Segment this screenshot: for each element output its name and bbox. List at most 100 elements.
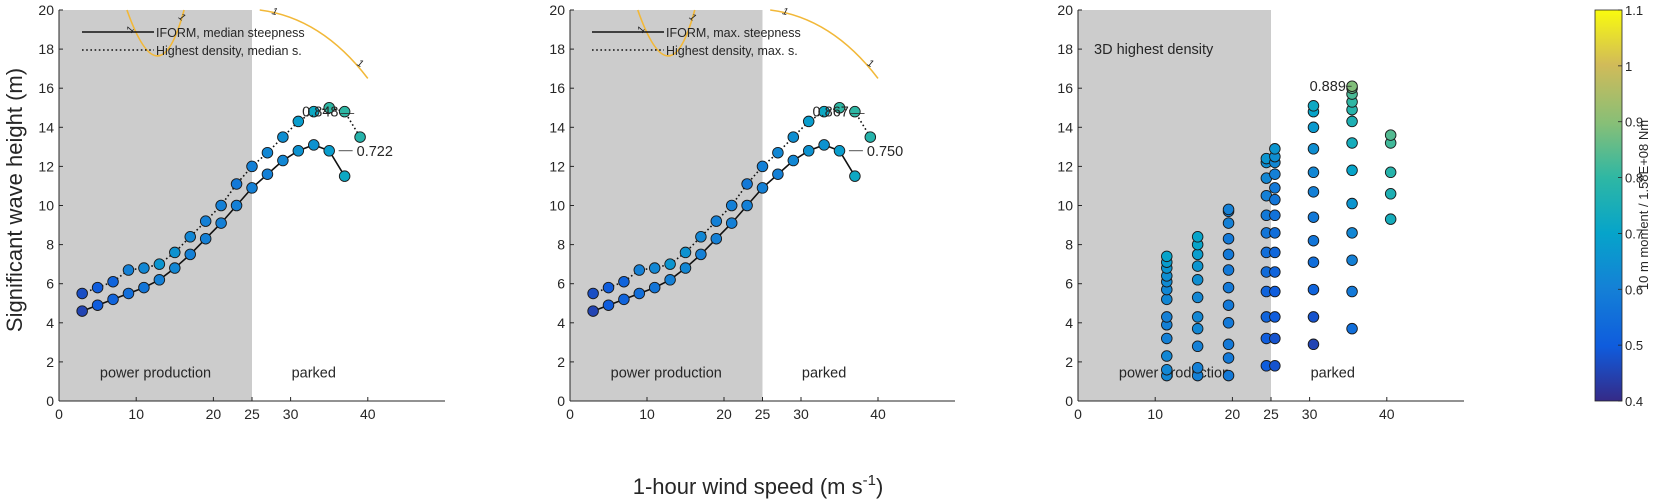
colorbar-ticks: 0.4 0.5 0.6 0.7 0.8 0.9 1 1.1 bbox=[1618, 3, 1643, 409]
series-1-point bbox=[818, 139, 830, 151]
x-tick-label: 25 bbox=[244, 406, 260, 422]
x-axis-label: 1-hour wind speed (m s-1) bbox=[633, 472, 884, 499]
x-tick-label: 40 bbox=[1379, 406, 1395, 422]
y-tick-label: 18 bbox=[549, 41, 565, 57]
x-tick-label: 10 bbox=[1147, 406, 1163, 422]
contour-label: 1 bbox=[355, 58, 365, 70]
column-7-point bbox=[1346, 115, 1358, 128]
region-label-power: power production bbox=[100, 366, 211, 382]
series-2-point bbox=[230, 178, 243, 190]
series-2-point bbox=[277, 131, 289, 143]
contour-label: 1 bbox=[125, 25, 137, 35]
panel-2: 0 2 4 6 8 10 12 14 16 18 20 0 10 20 25 30 40 power produc… bbox=[549, 2, 955, 422]
series-1-point bbox=[849, 170, 861, 182]
series-2-point bbox=[833, 101, 846, 114]
colorbar-gradient bbox=[1594, 9, 1623, 402]
series-1-point bbox=[633, 287, 646, 300]
panel-title: 3D highest density bbox=[1094, 42, 1214, 58]
series-2-point bbox=[122, 264, 135, 276]
series-2-point bbox=[138, 262, 150, 274]
legend-entry: IFORM, max. steepness bbox=[666, 26, 801, 40]
y-tick-label: 2 bbox=[557, 354, 565, 370]
series-1-point bbox=[725, 217, 738, 229]
x-axis-label-end: ) bbox=[876, 474, 883, 499]
series-2-point bbox=[153, 258, 166, 270]
column-2-point bbox=[1191, 274, 1204, 286]
column-5-point bbox=[1269, 266, 1281, 278]
series-2-point bbox=[323, 101, 335, 114]
series-1-point bbox=[277, 154, 289, 167]
y-tick-label: 12 bbox=[549, 158, 565, 174]
series-2-point bbox=[354, 131, 366, 143]
series-1-point bbox=[787, 154, 800, 167]
series-2-point bbox=[648, 262, 661, 274]
region-label-power: power production bbox=[611, 366, 722, 382]
y-tick-label: 4 bbox=[46, 315, 54, 331]
y-tick-label: 10 bbox=[38, 198, 54, 214]
contour-line bbox=[259, 9, 369, 79]
column-7-point bbox=[1346, 164, 1358, 177]
x-tick-label: 20 bbox=[206, 406, 222, 422]
contour-label: 1 bbox=[687, 12, 698, 24]
column-6-point bbox=[1307, 234, 1320, 247]
y-tick-label: 18 bbox=[1057, 41, 1073, 57]
column-6-point bbox=[1307, 311, 1320, 323]
y-tick-label: 16 bbox=[549, 80, 565, 96]
column-2-point bbox=[1191, 260, 1204, 272]
x-tick-label: 0 bbox=[566, 406, 574, 422]
column-2-point bbox=[1191, 362, 1204, 374]
column-1-point bbox=[1161, 332, 1173, 345]
x-tick-label: 0 bbox=[1074, 406, 1082, 422]
column-2-point bbox=[1191, 291, 1204, 304]
annotation-value: 0.722 bbox=[357, 144, 393, 160]
series-2-point bbox=[664, 258, 676, 270]
x-tick-label: 10 bbox=[639, 406, 655, 422]
x-tick-label: 20 bbox=[1225, 406, 1241, 422]
y-tick-label: 4 bbox=[557, 315, 565, 331]
series-1-point bbox=[246, 182, 258, 194]
series-1-point bbox=[664, 274, 676, 286]
column-2-point bbox=[1191, 311, 1204, 323]
series-2-point bbox=[261, 146, 274, 159]
series-2-point bbox=[633, 264, 646, 276]
colorbar-tick-label: 0.6 bbox=[1625, 282, 1643, 297]
region-label-power: power production bbox=[1119, 366, 1230, 382]
y-axis-label: Significant wave height (m) bbox=[2, 68, 27, 332]
contour-line bbox=[770, 9, 879, 79]
series-2-point bbox=[695, 231, 707, 243]
column-3-point bbox=[1222, 338, 1235, 351]
column-5-point bbox=[1269, 168, 1281, 180]
series-2-point bbox=[787, 131, 800, 143]
series-2-point bbox=[107, 275, 119, 288]
column-3-point bbox=[1222, 264, 1235, 276]
y-tick-label: 14 bbox=[549, 119, 565, 135]
series-1-point bbox=[323, 145, 335, 157]
region-label-parked: parked bbox=[802, 366, 846, 382]
colorbar-tick-label: 1.1 bbox=[1625, 3, 1643, 18]
series-1-point bbox=[833, 145, 846, 157]
contour-label: 1 bbox=[781, 6, 789, 18]
column-3-point bbox=[1222, 203, 1235, 216]
column-5-point bbox=[1269, 209, 1281, 222]
series-2-point bbox=[772, 146, 784, 159]
series-1-point bbox=[772, 168, 784, 180]
y-tick-label: 4 bbox=[1065, 315, 1073, 331]
series-1-point bbox=[602, 299, 615, 311]
series-2-point bbox=[725, 199, 738, 212]
legend-entry: IFORM, median steepness bbox=[156, 26, 305, 40]
series-2-point bbox=[618, 275, 630, 288]
y-tick-label: 16 bbox=[38, 80, 54, 96]
series-2-point bbox=[818, 105, 830, 118]
series-1-point bbox=[230, 199, 243, 212]
series-2-point bbox=[338, 105, 351, 118]
y-tick-label: 8 bbox=[1065, 237, 1073, 253]
colorbar-tick-label: 0.7 bbox=[1625, 226, 1643, 241]
column-7-point bbox=[1346, 197, 1358, 210]
colorbar-tick-label: 0.5 bbox=[1625, 338, 1643, 353]
contour-label: 1 bbox=[635, 25, 647, 35]
column-3-point bbox=[1222, 232, 1235, 245]
annotation-value: 0.750 bbox=[867, 144, 903, 160]
column-6-point bbox=[1307, 186, 1320, 198]
column-1-point bbox=[1161, 250, 1173, 263]
